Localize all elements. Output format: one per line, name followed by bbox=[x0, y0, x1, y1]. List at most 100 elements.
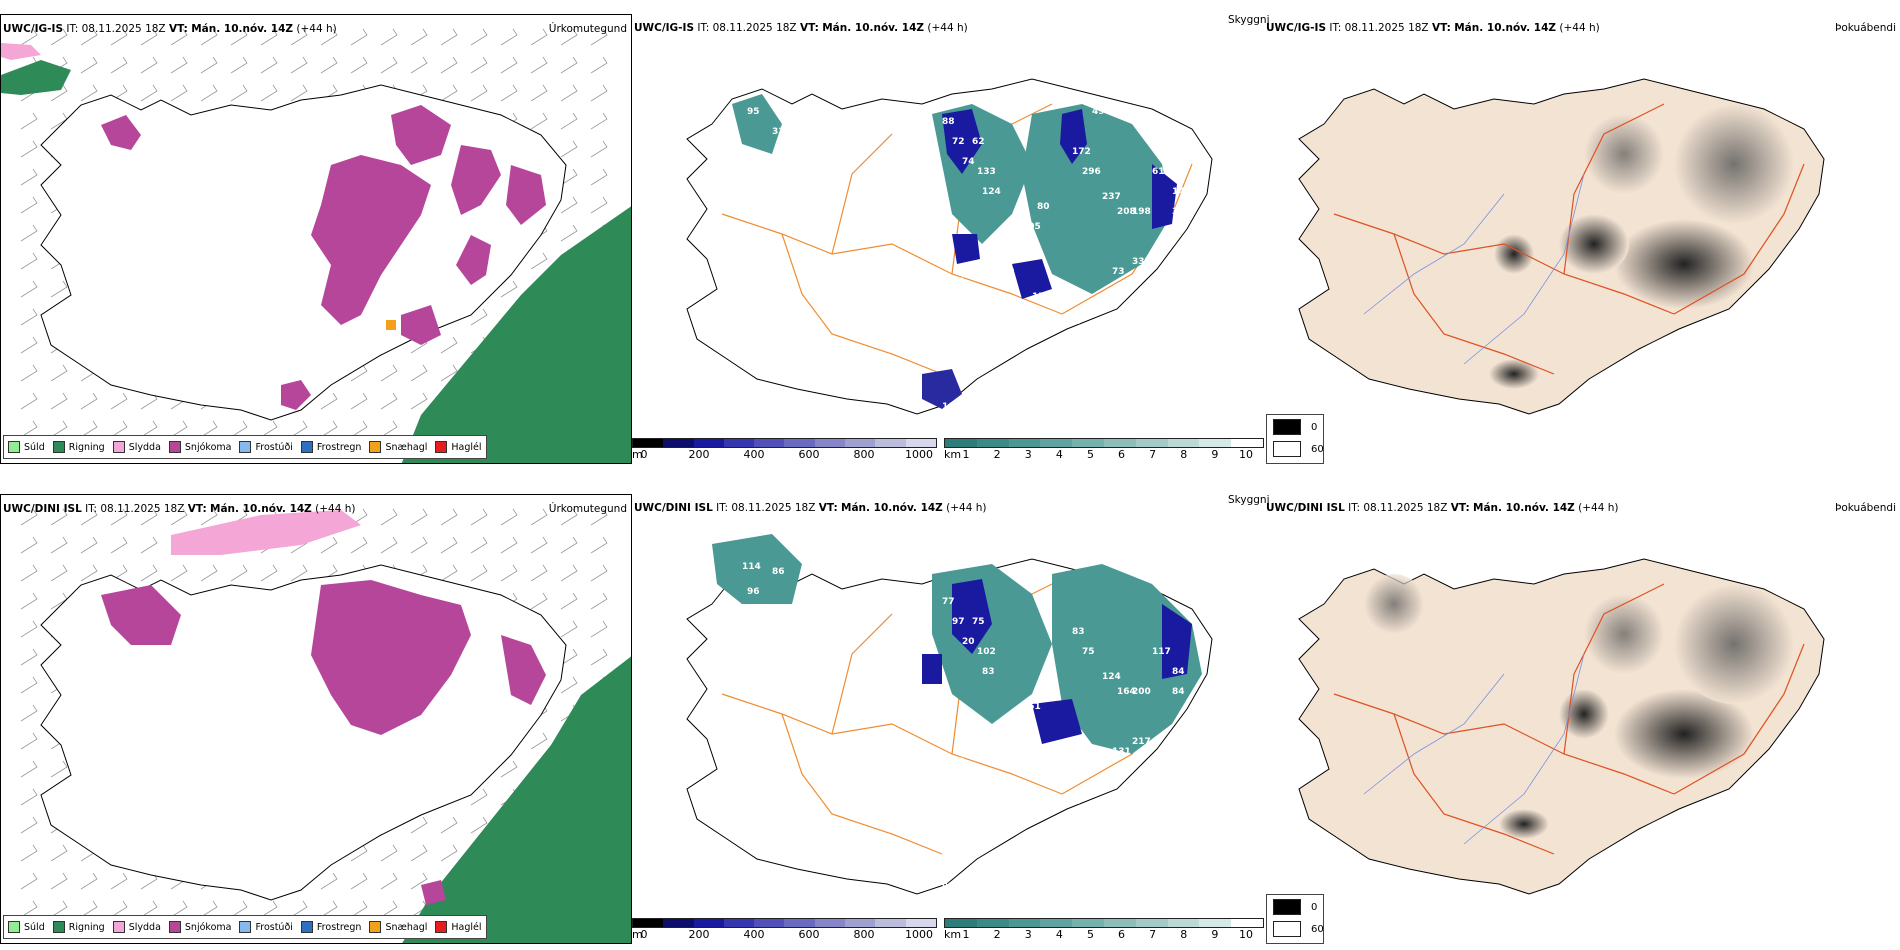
precip-map-top bbox=[1, 28, 631, 463]
ceiling-value-label: 86 bbox=[772, 567, 785, 577]
colorbar-segment bbox=[1008, 919, 1041, 927]
wind-barb bbox=[560, 648, 578, 666]
wind-barb bbox=[20, 704, 38, 722]
wind-barb bbox=[350, 536, 368, 554]
legend-swatch bbox=[239, 441, 252, 453]
wind-barb bbox=[20, 168, 38, 186]
wind-barb bbox=[20, 140, 38, 158]
fog-legend-label: 60 bbox=[1311, 443, 1324, 455]
legend-label: Súld bbox=[24, 441, 45, 453]
wind-barb bbox=[260, 84, 278, 102]
colorbar-segment bbox=[905, 439, 936, 447]
colorbar-tick-label: 3 bbox=[1024, 448, 1032, 461]
wind-barb bbox=[110, 420, 128, 438]
ceiling-value-label: 84 bbox=[1172, 667, 1185, 677]
colorbar-segment bbox=[875, 919, 906, 927]
wind-barb bbox=[50, 28, 68, 46]
colorbar-segment bbox=[814, 439, 846, 447]
precip-panel-bottom: UWC/DINI ISL IT: 08.11.2025 18Z VT: Mán.… bbox=[0, 494, 632, 944]
wind-barb bbox=[560, 28, 578, 46]
wind-barb bbox=[530, 252, 548, 270]
wind-barb bbox=[410, 56, 428, 74]
wind-barb bbox=[50, 564, 68, 582]
ceiling-value-label: 151 bbox=[1032, 292, 1051, 302]
wind-barb bbox=[590, 592, 608, 610]
wind-barb bbox=[350, 900, 368, 918]
wind-barb bbox=[440, 364, 458, 382]
colorbar-segment bbox=[1072, 439, 1104, 447]
sleet-area bbox=[171, 510, 361, 555]
wind-barb bbox=[20, 308, 38, 326]
wind-barb bbox=[80, 564, 98, 582]
colorbar-segment bbox=[784, 919, 815, 927]
wind-barb bbox=[230, 84, 248, 102]
legend-item: Rigning bbox=[52, 441, 105, 453]
wind-barb bbox=[530, 732, 548, 750]
fog-map-top bbox=[1298, 78, 1825, 415]
wind-barb bbox=[440, 844, 458, 862]
colorbar-tick-label: 9 bbox=[1211, 448, 1219, 461]
wind-barb bbox=[530, 56, 548, 74]
colorbar-tick-label: 0 bbox=[640, 928, 648, 941]
wind-barb bbox=[50, 844, 68, 862]
colorbar-segment bbox=[1199, 919, 1232, 927]
ceiling-value-label: 250 bbox=[772, 607, 791, 617]
wind-barb bbox=[140, 508, 158, 526]
ceiling-value-label: 361 bbox=[982, 247, 1001, 257]
snow-areas bbox=[101, 580, 546, 905]
colorbar-segment bbox=[1103, 439, 1136, 447]
colorbar-segment bbox=[1167, 439, 1200, 447]
legend-label: Frostúði bbox=[255, 921, 293, 933]
ceiling-value-label: 131 bbox=[1112, 747, 1131, 757]
wind-barb bbox=[410, 816, 428, 834]
wind-barb bbox=[50, 280, 68, 298]
wind-barb bbox=[20, 336, 38, 354]
wind-barb bbox=[560, 56, 578, 74]
wind-barb bbox=[110, 56, 128, 74]
ceiling-value-label: 105 bbox=[1022, 222, 1041, 232]
colorbar-tick-label: 10 bbox=[1239, 448, 1253, 461]
colorbar-segment bbox=[723, 439, 755, 447]
colorbar-tick-label: 7 bbox=[1149, 448, 1157, 461]
fog-blob bbox=[1614, 219, 1754, 309]
ceiling-value-label: 97 bbox=[952, 617, 965, 627]
ceiling-value-label: 118 bbox=[972, 777, 991, 787]
rain-area bbox=[401, 206, 631, 463]
colorbar-segment bbox=[1231, 439, 1263, 447]
wind-barb bbox=[20, 844, 38, 862]
wind-barb bbox=[410, 508, 428, 526]
ceiling-value-label: 204 bbox=[1062, 292, 1081, 302]
ceiling-value-label: 84 bbox=[1172, 687, 1185, 697]
wind-barb bbox=[110, 508, 128, 526]
panel-title: UWC/DINI ISL IT: 08.11.2025 18Z VT: Mán.… bbox=[1266, 502, 1619, 514]
colorbar-segment bbox=[754, 439, 785, 447]
wind-barb bbox=[320, 536, 338, 554]
wind-barb bbox=[560, 196, 578, 214]
wind-barb bbox=[560, 84, 578, 102]
wind-barb bbox=[530, 112, 548, 130]
ceiling-value-label: 164 bbox=[1117, 687, 1136, 697]
wind-barb bbox=[290, 900, 308, 918]
fog-map-bottom bbox=[1298, 558, 1825, 895]
colorbar-tick-label: 4 bbox=[1055, 928, 1063, 941]
wind-barb bbox=[320, 900, 338, 918]
wind-barb bbox=[320, 872, 338, 890]
ceiling-value-label: 124 bbox=[982, 187, 1001, 197]
ceiling-value-label: 296 bbox=[1082, 167, 1101, 177]
wind-barb bbox=[290, 28, 308, 46]
wind-barb bbox=[350, 28, 368, 46]
ceiling-low bbox=[942, 109, 1177, 299]
wind-barb bbox=[350, 364, 368, 382]
ceiling-value-label: 61 bbox=[1152, 167, 1165, 177]
wind-barb bbox=[380, 900, 398, 918]
ceiling-value-label: 157 bbox=[792, 147, 811, 157]
wind-barb bbox=[590, 620, 608, 638]
panel-title: UWC/DINI ISL IT: 08.11.2025 18Z VT: Mán.… bbox=[634, 502, 987, 514]
wind-barb bbox=[530, 564, 548, 582]
wind-barb bbox=[470, 56, 488, 74]
panel-label-fog: Þokuábendi bbox=[1835, 22, 1896, 34]
wind-barb bbox=[260, 28, 278, 46]
wind-barb bbox=[470, 536, 488, 554]
wind-barb bbox=[500, 536, 518, 554]
